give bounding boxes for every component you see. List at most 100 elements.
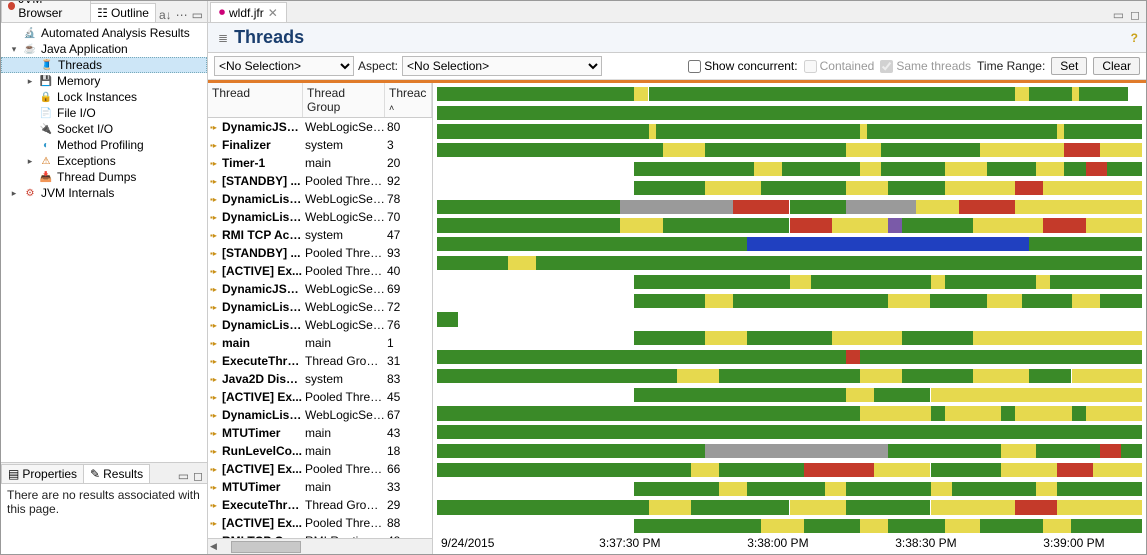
chart-row[interactable] [437,160,1142,178]
outline-tree[interactable]: 🔬Automated Analysis Results▾☕Java Applic… [1,23,207,462]
axis-tick: 3:37:30 PM [599,536,660,550]
editor-header: ≣ Threads ? [208,23,1146,53]
table-row[interactable]: ▪▸[STANDBY] ...Pooled Threads92 [208,172,432,190]
tree-item[interactable]: ▸⚙JVM Internals [1,185,207,201]
jfr-file-icon: ⏺ [219,5,225,20]
tree-sort-icon[interactable]: a↓ [159,8,172,22]
tree-filter-icon[interactable]: ⋯ [176,8,188,22]
tree-item[interactable]: 📄File I/O [1,105,207,121]
tree-item[interactable]: 🧵Threads [1,57,207,73]
editor-tab-label: wldf.jfr [229,6,264,20]
editor-tab-wldf[interactable]: ⏺ wldf.jfr ✕ [210,2,287,22]
chart-row[interactable] [437,85,1142,103]
chart-row[interactable] [437,217,1142,235]
tree-item[interactable]: 📥Thread Dumps [1,169,207,185]
table-row[interactable]: ▪▸Finalizersystem3 [208,136,432,154]
chart-row[interactable] [437,480,1142,498]
col-count[interactable]: Threac ˄ [385,83,432,117]
chart-row[interactable] [437,254,1142,272]
table-row[interactable]: ▪▸[ACTIVE] Ex...Pooled Threads45 [208,388,432,406]
filter-bar: <No Selection> Aspect: <No Selection> Sh… [208,53,1146,80]
chart-row[interactable] [437,517,1142,535]
tree-item[interactable]: ▸💾Memory [1,73,207,89]
table-row[interactable]: ▪▸RMI TCP Acc...system47 [208,226,432,244]
table-row[interactable]: ▪▸[ACTIVE] Ex...Pooled Threads40 [208,262,432,280]
chart-row[interactable] [437,386,1142,404]
minimize-icon[interactable]: ▭ [192,8,203,22]
chart-row[interactable] [437,179,1142,197]
results-tab[interactable]: ✎Results [83,464,150,483]
table-row[interactable]: ▪▸Timer-1main20 [208,154,432,172]
chart-row[interactable] [437,423,1142,441]
maximize-icon[interactable]: ◻ [193,469,203,483]
time-range-label: Time Range: [977,59,1045,73]
attribute-select[interactable]: <No Selection> [214,56,354,76]
aspect-select[interactable]: <No Selection> [402,56,602,76]
table-row[interactable]: ▪▸DynamicJSS...WebLogicServer69 [208,280,432,298]
table-row[interactable]: ▪▸[ACTIVE] Ex...Pooled Threads88 [208,514,432,532]
editor-panel: ⏺ wldf.jfr ✕ ▭ ◻ ≣ Threads ? <No Selecti… [208,1,1146,554]
table-row[interactable]: ▪▸ExecuteThre...Thread Group f...31 [208,352,432,370]
table-row[interactable]: ▪▸Java2D Disp...system83 [208,370,432,388]
aspect-label: Aspect: [358,59,398,73]
minimize-icon[interactable]: ▭ [1113,8,1124,22]
chart-row[interactable] [437,442,1142,460]
tree-item[interactable]: 🔌Socket I/O [1,121,207,137]
help-icon[interactable]: ? [1131,31,1138,45]
chart-row[interactable] [437,461,1142,479]
table-row[interactable]: ▪▸DynamicList...WebLogicServer76 [208,316,432,334]
table-row[interactable]: ▪▸MTUTimermain33 [208,478,432,496]
chart-row[interactable] [437,273,1142,291]
clear-button[interactable]: Clear [1093,57,1140,75]
tree-item[interactable]: 🔒Lock Instances [1,89,207,105]
col-group[interactable]: Thread Group [303,83,385,117]
jvm-browser-tab[interactable]: JVM Browser [1,1,91,22]
table-body[interactable]: ▪▸DynamicJSS...WebLogicServer80▪▸Finaliz… [208,118,432,538]
show-concurrent-check[interactable]: Show concurrent: [688,59,797,73]
close-tab-icon[interactable]: ✕ [268,6,278,20]
chart-row[interactable] [437,311,1142,329]
chart-row[interactable] [437,367,1142,385]
table-row[interactable]: ▪▸RunLevelCo...main18 [208,442,432,460]
table-row[interactable]: ▪▸[STANDBY] ...Pooled Threads93 [208,244,432,262]
table-row[interactable]: ▪▸DynamicList...WebLogicServer72 [208,298,432,316]
chart-row[interactable] [437,123,1142,141]
set-button[interactable]: Set [1051,57,1087,75]
chart-row[interactable] [437,405,1142,423]
table-row[interactable]: ▪▸[ACTIVE] Ex...Pooled Threads66 [208,460,432,478]
properties-tab[interactable]: ▤Properties [1,464,84,483]
chart-row[interactable] [437,329,1142,347]
chart-row[interactable] [437,141,1142,159]
chart-row[interactable] [437,292,1142,310]
minimize-icon[interactable]: ▭ [178,469,189,483]
chart-row[interactable] [437,198,1142,216]
table-row[interactable]: ▪▸DynamicList...WebLogicServer70 [208,208,432,226]
table-header[interactable]: Thread Thread Group Threac ˄ [208,83,432,118]
outline-tab[interactable]: ☷Outline [90,3,156,22]
chart-row[interactable] [437,348,1142,366]
table-row[interactable]: ▪▸MTUTimermain43 [208,424,432,442]
page-title: Threads [234,27,304,48]
tree-item[interactable]: ◐Method Profiling [1,137,207,153]
threads-icon: ≣ [218,31,228,45]
chart-row[interactable] [437,499,1142,517]
table-row[interactable]: ▪▸DynamicJSS...WebLogicServer80 [208,118,432,136]
chart-row[interactable] [437,104,1142,122]
chart-area[interactable]: 9/24/2015 3:37:30 PM3:38:00 PM3:38:30 PM… [433,83,1146,554]
axis-tick: 3:38:00 PM [747,536,808,550]
axis-tick: 3:39:00 PM [1043,536,1104,550]
outline-tabbar: JVM Browser ☷Outline a↓ ⋯ ▭ [1,1,207,23]
maximize-icon[interactable]: ◻ [1130,8,1140,22]
col-thread[interactable]: Thread [208,83,303,117]
table-row[interactable]: ▪▸mainmain1 [208,334,432,352]
table-row[interactable]: ▪▸ExecuteThre...Thread Group f...29 [208,496,432,514]
table-row[interactable]: ▪▸DynamicList...WebLogicServer67 [208,406,432,424]
tree-item[interactable]: ▸⚠Exceptions [1,153,207,169]
tree-item[interactable]: 🔬Automated Analysis Results [1,25,207,41]
tree-item[interactable]: ▾☕Java Application [1,41,207,57]
results-body: There are no results associated with thi… [1,484,207,554]
table-hscroll[interactable]: ◀ [208,538,432,554]
chart-row[interactable] [437,235,1142,253]
table-row[interactable]: ▪▸DynamicList...WebLogicServer78 [208,190,432,208]
scroll-thumb[interactable] [231,541,301,553]
